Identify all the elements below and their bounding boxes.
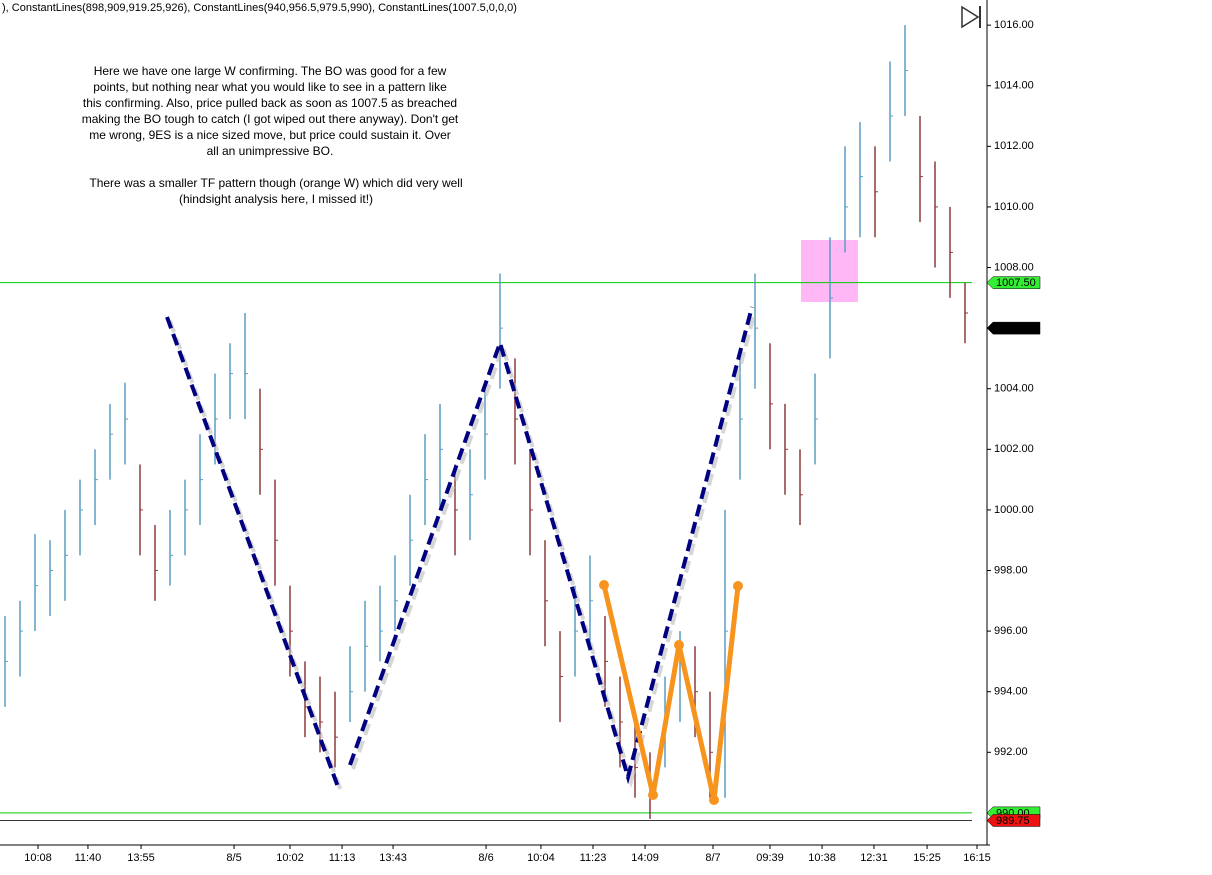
price-marker <box>986 276 1041 289</box>
y-tick-label: 1000.00 <box>994 504 1034 516</box>
x-tick-label: 10:02 <box>276 852 304 864</box>
y-tick-label: 1012.00 <box>994 140 1034 152</box>
annotation-line: Here we have one large W confirming. The… <box>94 64 447 78</box>
orange-point <box>599 580 609 590</box>
x-tick-label: 11:23 <box>580 852 607 864</box>
indicator-header: ), ConstantLines(898,909,919.25,926), Co… <box>2 2 517 14</box>
annotation-line: making the BO tough to catch (I got wipe… <box>82 112 459 126</box>
price-marker <box>986 321 1041 335</box>
y-tick-label: 994.00 <box>994 686 1028 698</box>
price-marker <box>986 814 1041 827</box>
y-tick-label: 1016.00 <box>994 19 1034 31</box>
annotation-text: Here we have one large W confirming. The… <box>82 64 463 206</box>
y-tick-label: 996.00 <box>994 625 1028 637</box>
price-marker-label: 1007.50 <box>996 277 1036 289</box>
icon-triangle <box>961 5 980 29</box>
x-tick-label: 10:04 <box>527 852 555 864</box>
x-tick-label: 13:55 <box>127 852 155 864</box>
orange-w-points <box>599 580 743 805</box>
x-tick-label: 8/6 <box>478 852 493 864</box>
y-tick-label: 1002.00 <box>994 443 1034 455</box>
price-marker-label: 989.75 <box>996 815 1030 827</box>
annotation-line: points, but nothing near what you would … <box>93 80 447 94</box>
dashed-w <box>165 306 754 788</box>
x-tick-label: 09:39 <box>756 852 784 864</box>
w-leg <box>348 306 754 785</box>
x-tick-label: 13:43 <box>379 852 407 864</box>
x-tick-label: 11:40 <box>75 852 102 864</box>
x-tick-label: 10:08 <box>24 852 52 864</box>
orange-point <box>674 640 684 650</box>
y-tick-label: 998.00 <box>994 564 1028 576</box>
w-shadow-leg <box>351 310 757 789</box>
x-tick-label: 11:13 <box>329 852 356 864</box>
x-tick-label: 12:31 <box>860 852 888 864</box>
x-tick-label: 8/7 <box>705 852 720 864</box>
x-tick-label: 14:09 <box>631 852 659 864</box>
y-tick-label: 1014.00 <box>994 80 1034 92</box>
annotation-line: (hindsight analysis here, I missed it!) <box>179 192 373 206</box>
annotation-line: all an unimpressive BO. <box>207 144 334 158</box>
orange-point <box>733 581 743 591</box>
price-marker-label: 1006.00 <box>996 323 1036 335</box>
annotation-line: There was a smaller TF pattern though (o… <box>89 176 462 190</box>
annotation-line: me wrong, 9ES is a nice sized move, but … <box>89 128 451 142</box>
x-tick-label: 16:15 <box>963 852 991 864</box>
w-leg <box>165 316 340 788</box>
y-tick-label: 1008.00 <box>994 261 1034 273</box>
orange-point <box>709 795 719 805</box>
y-tick-label: 992.00 <box>994 746 1028 758</box>
chart-icon[interactable] <box>961 5 981 29</box>
x-tick-label: 15:25 <box>913 852 941 864</box>
x-tick-label: 8/5 <box>226 852 241 864</box>
chart-background <box>0 0 1045 875</box>
annotation-line: this confirming. Also, price pulled back… <box>83 96 457 110</box>
x-tick-label: 10:38 <box>808 852 836 864</box>
orange-point <box>648 790 658 800</box>
y-tick-label: 1004.00 <box>994 383 1034 395</box>
y-tick-label: 1010.00 <box>994 201 1034 213</box>
pattern-drawings <box>165 306 757 805</box>
